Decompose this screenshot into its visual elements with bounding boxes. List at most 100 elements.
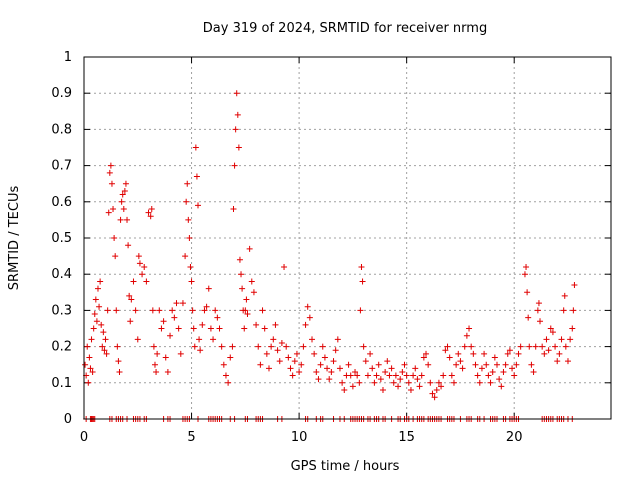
data-point	[562, 343, 569, 350]
data-point	[461, 343, 468, 350]
x-axis-label: GPS time / hours	[291, 459, 400, 474]
data-point	[243, 296, 250, 303]
data-point	[319, 343, 326, 350]
data-point	[561, 292, 568, 299]
data-point	[183, 198, 190, 205]
data-point	[212, 307, 219, 314]
data-point	[270, 336, 277, 343]
data-point	[160, 318, 167, 325]
data-point	[521, 271, 528, 278]
data-point	[364, 372, 371, 379]
data-point	[491, 354, 498, 361]
data-point	[526, 343, 533, 350]
data-point	[360, 343, 367, 350]
y-tick-label: 0.1	[51, 376, 72, 391]
data-point	[528, 361, 535, 368]
data-point	[110, 206, 117, 213]
data-point	[429, 390, 436, 397]
data-points	[82, 90, 578, 422]
data-point	[187, 263, 194, 270]
data-point	[468, 343, 475, 350]
data-point	[96, 303, 103, 310]
data-point	[130, 278, 137, 285]
data-point	[306, 314, 313, 321]
data-point	[397, 376, 404, 383]
data-point	[189, 307, 196, 314]
data-point	[463, 332, 470, 339]
data-point	[259, 307, 266, 314]
data-point	[104, 307, 111, 314]
data-point	[496, 376, 503, 383]
data-point	[377, 376, 384, 383]
data-point	[567, 336, 574, 343]
data-point	[539, 343, 546, 350]
data-point	[239, 285, 246, 292]
data-point	[244, 311, 251, 318]
data-point	[182, 253, 189, 260]
data-point	[296, 368, 303, 375]
data-point	[97, 278, 104, 285]
data-point	[238, 271, 245, 278]
data-point	[466, 325, 473, 332]
data-point	[118, 198, 125, 205]
x-tick-label: 5	[187, 430, 195, 445]
data-point	[148, 206, 155, 213]
y-tick-label: 0.4	[51, 267, 72, 282]
data-point	[483, 361, 490, 368]
data-point	[556, 350, 563, 357]
data-point	[90, 325, 97, 332]
data-point	[388, 365, 395, 372]
data-point	[347, 372, 354, 379]
data-point	[549, 329, 556, 336]
data-point	[410, 372, 417, 379]
data-point	[147, 213, 154, 220]
data-point	[326, 376, 333, 383]
data-point	[113, 307, 120, 314]
data-point	[345, 361, 352, 368]
data-point	[442, 347, 449, 354]
data-point	[162, 354, 169, 361]
data-point	[485, 372, 492, 379]
data-point	[570, 307, 577, 314]
data-point	[382, 368, 389, 375]
data-point	[399, 368, 406, 375]
data-point	[248, 278, 255, 285]
data-point	[515, 350, 522, 357]
data-point	[339, 379, 346, 386]
data-point	[534, 307, 541, 314]
data-point	[84, 343, 91, 350]
data-point	[384, 358, 391, 365]
y-tick-label: 0.6	[51, 195, 72, 210]
data-point	[210, 336, 217, 343]
data-point	[227, 354, 234, 361]
data-point	[127, 318, 134, 325]
data-point	[332, 347, 339, 354]
data-point	[407, 387, 414, 394]
data-point	[185, 216, 192, 223]
data-point	[250, 289, 257, 296]
y-tick-label: 0.2	[51, 340, 72, 355]
data-point	[524, 289, 531, 296]
data-point	[116, 368, 123, 375]
y-tick-label: 0.8	[51, 122, 72, 137]
data-point	[321, 354, 328, 361]
data-point	[105, 209, 112, 216]
data-point	[330, 358, 337, 365]
data-point	[513, 361, 520, 368]
data-point	[102, 336, 109, 343]
data-point	[87, 365, 94, 372]
data-point	[571, 282, 578, 289]
data-point	[225, 379, 232, 386]
data-point	[149, 307, 156, 314]
x-tick-label: 15	[398, 430, 415, 445]
data-point	[257, 361, 264, 368]
data-point	[498, 383, 505, 390]
data-point	[390, 379, 397, 386]
data-point	[255, 343, 262, 350]
data-point	[235, 144, 242, 151]
data-point	[177, 350, 184, 357]
data-point	[169, 307, 176, 314]
data-point	[334, 336, 341, 343]
data-point	[122, 180, 129, 187]
